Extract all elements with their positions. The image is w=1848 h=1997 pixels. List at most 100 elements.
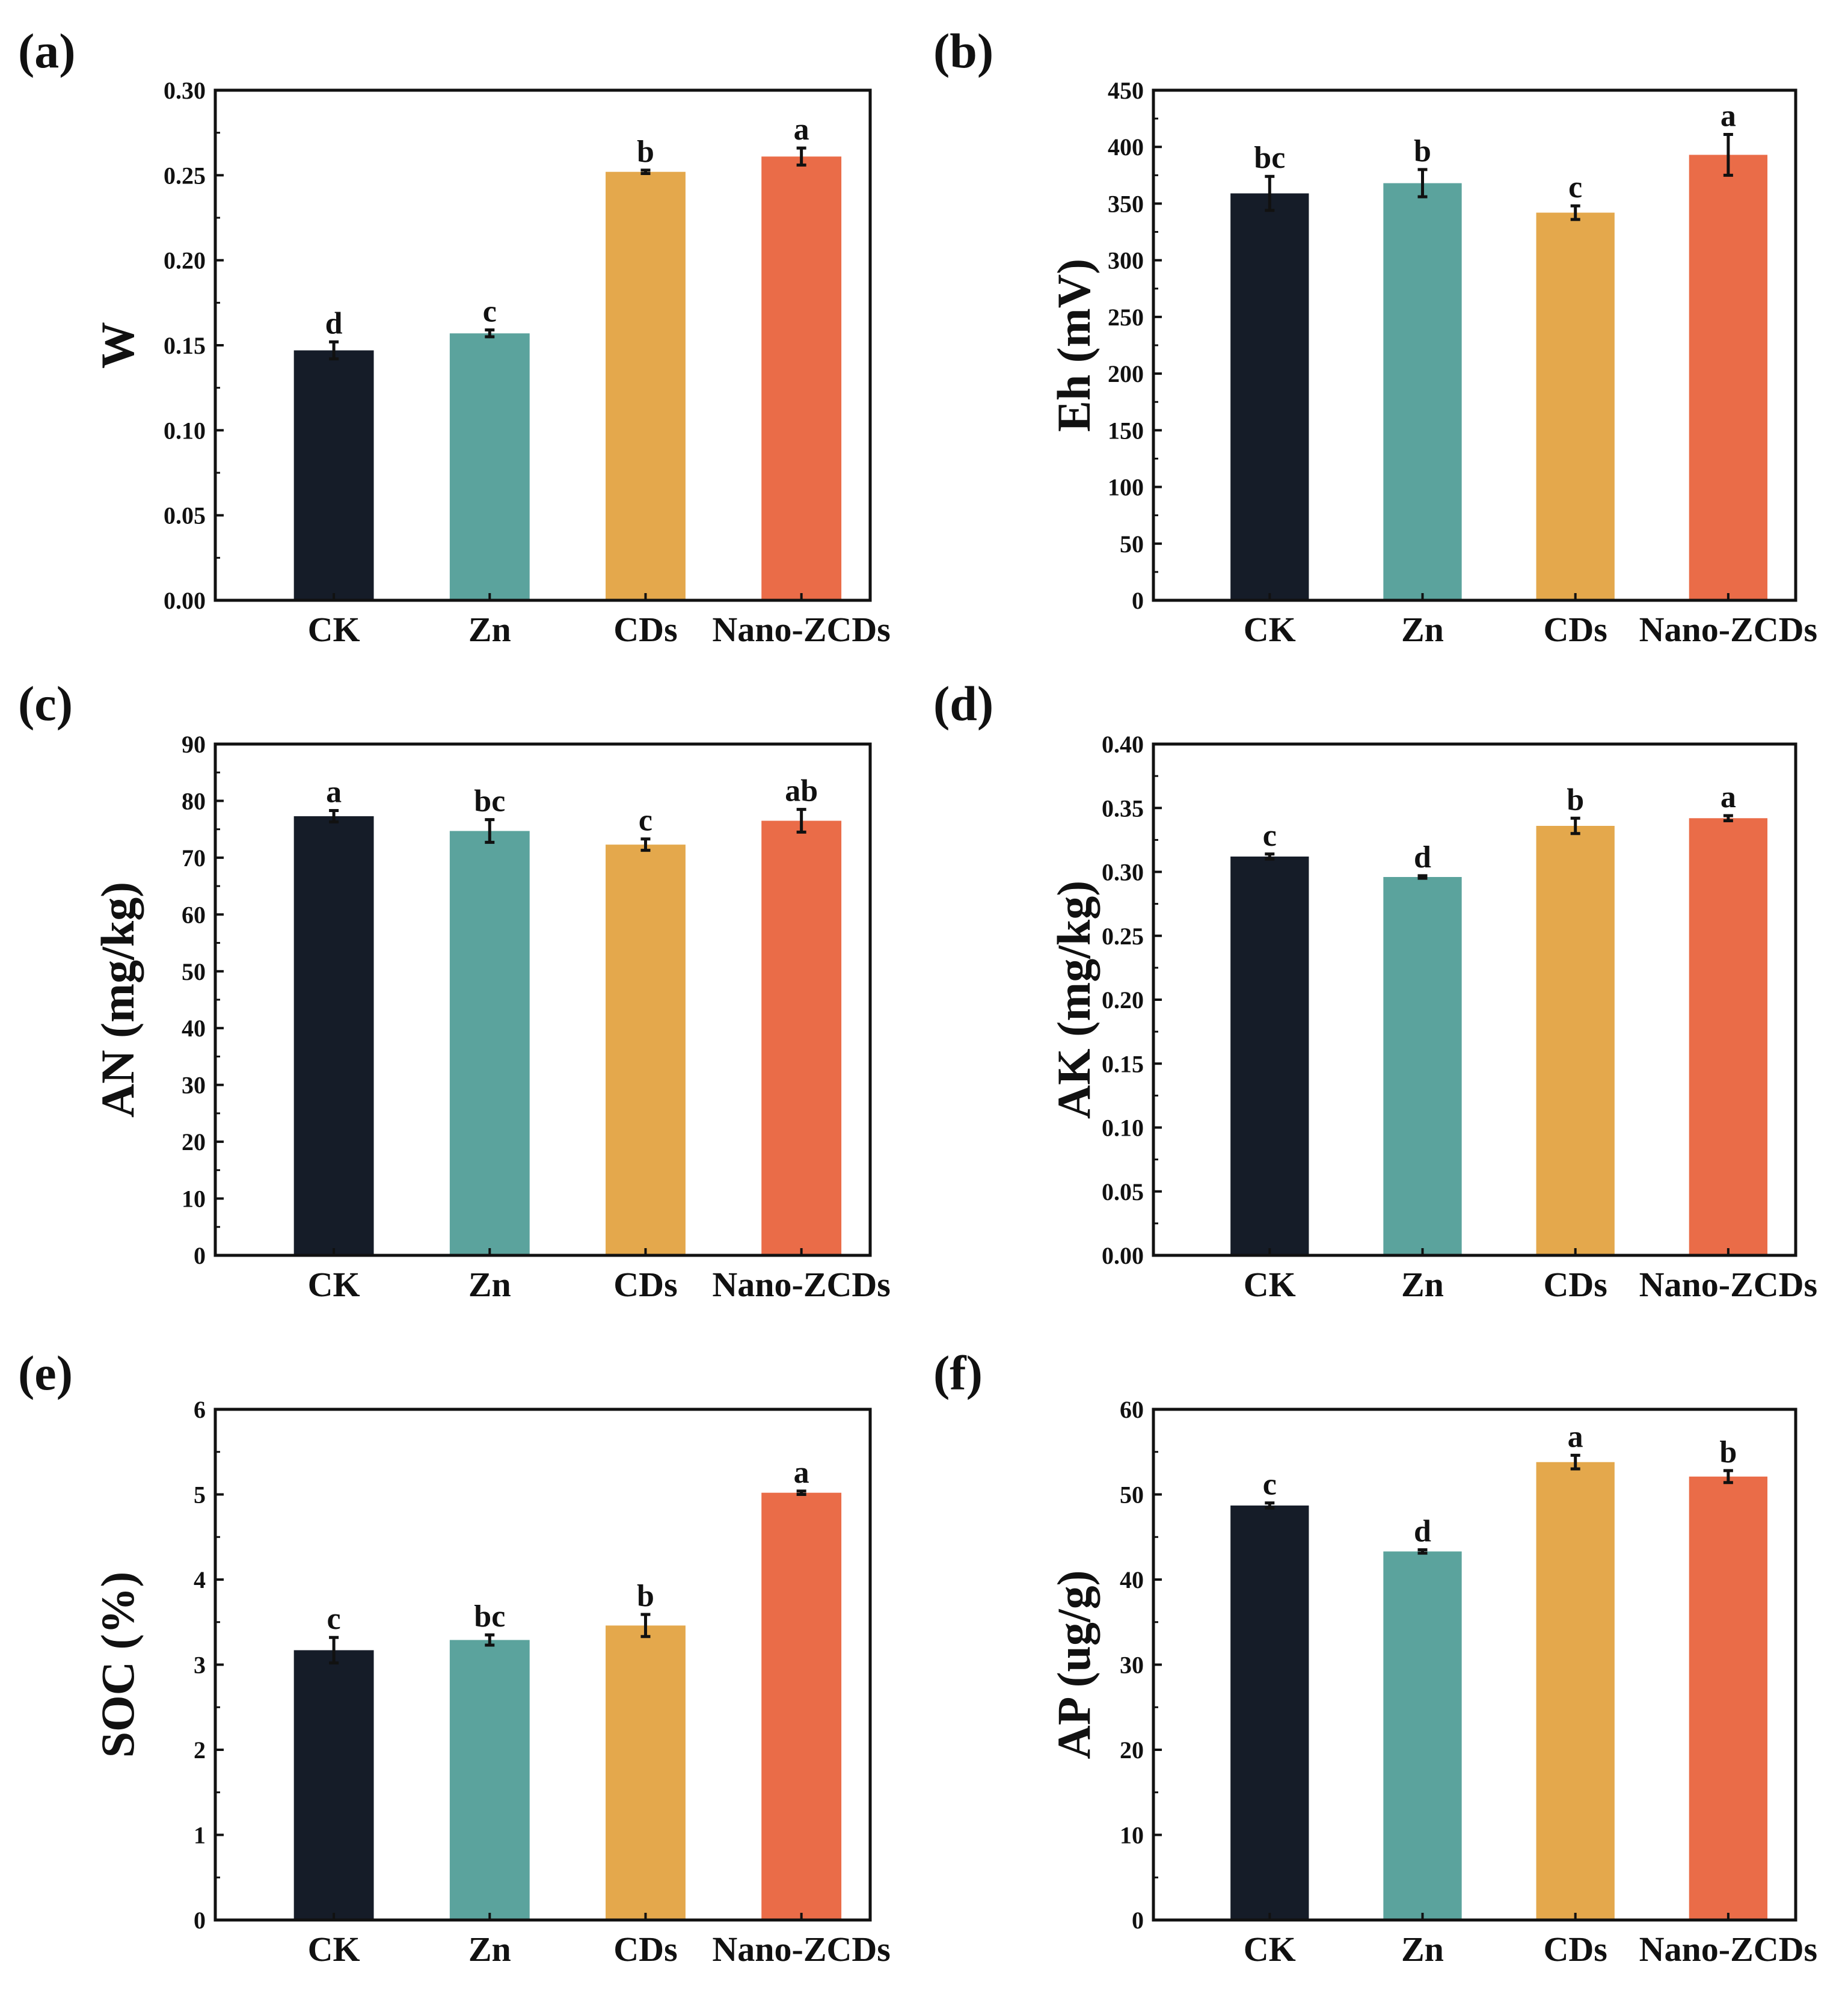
error-bar xyxy=(1723,132,1733,177)
y-tick-label: 0.10 xyxy=(164,417,206,444)
error-bar xyxy=(1570,1453,1580,1471)
bar-ck xyxy=(1230,857,1309,1255)
chart-panel: (d) c CK d Zn b CDs a Nano-ZCDs 0.00 0.05 0.10 0.15 0… xyxy=(933,676,1817,1304)
x-tick-label: Nano-ZCDs xyxy=(712,1265,891,1304)
y-axis-label: AP (ug/g) xyxy=(1048,1570,1100,1759)
error-bar xyxy=(1723,1469,1733,1485)
y-tick-label: 80 xyxy=(182,787,206,814)
error-bar xyxy=(329,1635,339,1665)
bar-ck xyxy=(1230,193,1309,600)
y-axis-label: Eh (mV) xyxy=(1048,259,1100,432)
plot-frame xyxy=(1152,742,1797,1257)
significance-label: b xyxy=(1567,783,1584,817)
x-tick-label: Nano-ZCDs xyxy=(1639,1930,1818,1969)
significance-label: d xyxy=(1414,1514,1431,1548)
significance-label: bc xyxy=(474,784,505,819)
y-tick-label: 0.25 xyxy=(1102,923,1144,950)
bar-cds xyxy=(606,171,686,600)
y-tick-label: 70 xyxy=(182,845,206,872)
plot-frame xyxy=(1152,1408,1797,1922)
y-tick-label: 4 xyxy=(194,1566,206,1593)
y-tick-label: 0.30 xyxy=(1102,859,1144,886)
y-tick-label: 40 xyxy=(1120,1566,1144,1593)
error-bar xyxy=(1417,874,1428,880)
bar-ck xyxy=(293,1650,374,1920)
significance-label: d xyxy=(325,306,343,340)
x-tick-label: Zn xyxy=(468,1930,511,1969)
y-tick-label: 10 xyxy=(182,1186,206,1213)
error-bar xyxy=(796,808,806,834)
significance-label: bc xyxy=(474,1599,505,1634)
significance-label: b xyxy=(1719,1435,1737,1469)
y-tick-label: 250 xyxy=(1108,304,1144,331)
significance-label: a xyxy=(794,1456,809,1490)
bar-nano-zcds xyxy=(1689,818,1768,1255)
y-tick-label: 50 xyxy=(182,958,206,985)
x-tick-label: CDs xyxy=(1544,1930,1607,1969)
x-tick-label: Zn xyxy=(1401,1265,1444,1304)
x-tick-label: Zn xyxy=(468,610,511,649)
significance-label: a xyxy=(1721,780,1736,814)
error-bar xyxy=(1417,168,1428,198)
y-tick-label: 0.10 xyxy=(1102,1115,1144,1142)
significance-label: c xyxy=(327,1602,341,1636)
error-bar xyxy=(329,809,339,823)
bar-ck xyxy=(293,816,374,1255)
error-bar xyxy=(796,146,806,167)
significance-label: b xyxy=(1414,134,1431,168)
bar-zn xyxy=(449,333,530,600)
bar-cds xyxy=(1536,1462,1615,1920)
x-tick-label: Nano-ZCDs xyxy=(1639,610,1818,649)
y-tick-label: 0.40 xyxy=(1102,731,1144,758)
bar-ck xyxy=(1230,1505,1309,1920)
plot-frame xyxy=(213,88,872,602)
significance-label: ab xyxy=(785,774,818,808)
error-bar xyxy=(1265,174,1275,212)
y-tick-label: 60 xyxy=(1120,1396,1144,1423)
y-axis-label: W xyxy=(91,322,144,369)
bar-nano-zcds xyxy=(1689,1476,1768,1920)
error-bar xyxy=(485,1633,495,1647)
y-tick-label: 0.00 xyxy=(164,587,206,614)
panel-label: (a) xyxy=(18,23,76,78)
plot-frame xyxy=(213,742,872,1257)
panel-label: (c) xyxy=(18,676,73,731)
y-tick-label: 400 xyxy=(1108,134,1144,161)
y-tick-label: 0.15 xyxy=(1102,1050,1144,1077)
y-tick-label: 2 xyxy=(194,1737,206,1764)
y-tick-label: 10 xyxy=(1120,1822,1144,1849)
panel-label: (d) xyxy=(933,676,993,731)
y-tick-label: 150 xyxy=(1108,417,1144,444)
bar-zn xyxy=(449,831,530,1255)
bar-zn xyxy=(1383,1551,1462,1920)
x-tick-label: CDs xyxy=(613,1265,677,1304)
chart-panel: (e) c CK bc Zn b CDs a Nano-ZCDs 0 1 2 3 4 5 6 SOC (%) xyxy=(18,1346,891,1969)
error-bar xyxy=(1570,816,1580,835)
x-tick-label: CDs xyxy=(613,1930,677,1969)
y-tick-label: 0.05 xyxy=(1102,1178,1144,1205)
x-tick-label: Nano-ZCDs xyxy=(712,610,891,649)
y-tick-label: 0 xyxy=(1132,1907,1144,1934)
y-axis-label: AK (mg/kg) xyxy=(1048,881,1100,1119)
error-bar xyxy=(796,1489,806,1496)
y-tick-label: 20 xyxy=(1120,1737,1144,1764)
plot-frame xyxy=(213,1408,872,1922)
y-tick-label: 200 xyxy=(1108,360,1144,387)
bar-nano-zcds xyxy=(761,820,842,1255)
y-tick-label: 3 xyxy=(194,1652,206,1679)
x-tick-label: CK xyxy=(308,1265,360,1304)
panel-label: (b) xyxy=(933,23,993,78)
y-tick-label: 350 xyxy=(1108,190,1144,217)
significance-label: d xyxy=(1414,840,1431,875)
y-tick-label: 0.30 xyxy=(164,77,206,104)
y-tick-label: 0 xyxy=(1132,587,1144,614)
significance-label: c xyxy=(1568,170,1582,205)
x-tick-label: CDs xyxy=(613,610,677,649)
x-tick-label: CDs xyxy=(1544,610,1607,649)
error-bar xyxy=(329,340,339,361)
y-tick-label: 0.00 xyxy=(1102,1242,1144,1269)
error-bar xyxy=(1417,1548,1428,1555)
y-tick-label: 0.20 xyxy=(164,247,206,274)
y-tick-label: 0.35 xyxy=(1102,795,1144,822)
significance-label: c xyxy=(1263,819,1277,853)
